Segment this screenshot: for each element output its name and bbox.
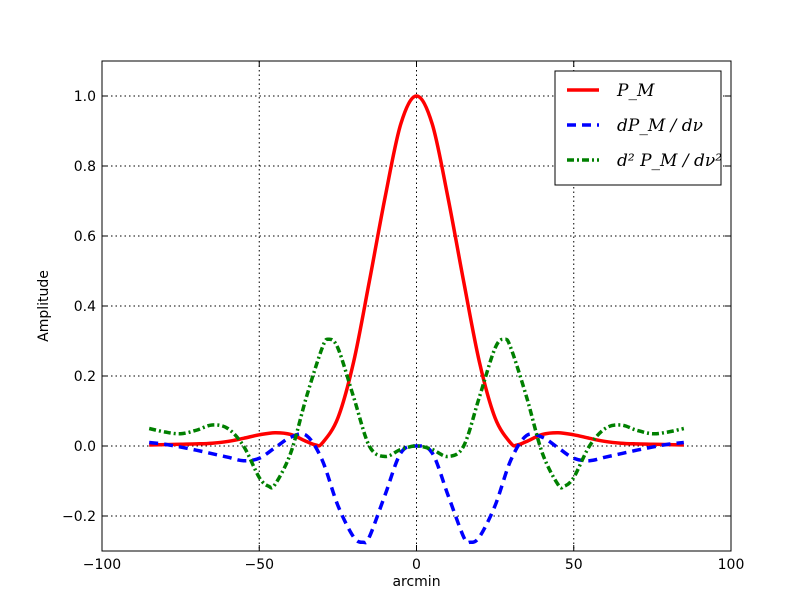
x-axis-label: arcmin [392, 574, 440, 590]
y-tick-label: 0.8 [74, 159, 96, 175]
axis-ticks: −100 −50 0 50 100 −0.2 0.0 0.2 0.4 0.6 0.8 1.0 [62, 61, 744, 573]
series-line-0 [149, 94, 684, 448]
x-tick-label: 100 [718, 557, 745, 573]
y-tick-label: 0.4 [74, 299, 96, 315]
x-tick-label: −100 [83, 557, 121, 573]
legend-label-1: dP_M / dν [617, 116, 703, 136]
y-tick-label: −0.2 [62, 509, 96, 525]
series-lines [148, 94, 685, 545]
y-tick-label: 0.2 [74, 369, 96, 385]
series-line-1 [148, 432, 685, 545]
legend: P_M dP_M / dν d² P_M / dν² [554, 70, 722, 186]
y-tick-label: 0.0 [74, 439, 96, 455]
x-tick-label: −50 [244, 557, 274, 573]
legend-label-0: P_M [616, 81, 655, 101]
y-axis-label: Amplitude [36, 270, 52, 342]
y-tick-label: 1.0 [74, 89, 96, 105]
x-tick-label: 0 [412, 557, 421, 573]
y-tick-label: 0.6 [74, 229, 96, 245]
legend-label-2: d² P_M / dν² [617, 151, 722, 171]
x-tick-label: 50 [565, 557, 583, 573]
